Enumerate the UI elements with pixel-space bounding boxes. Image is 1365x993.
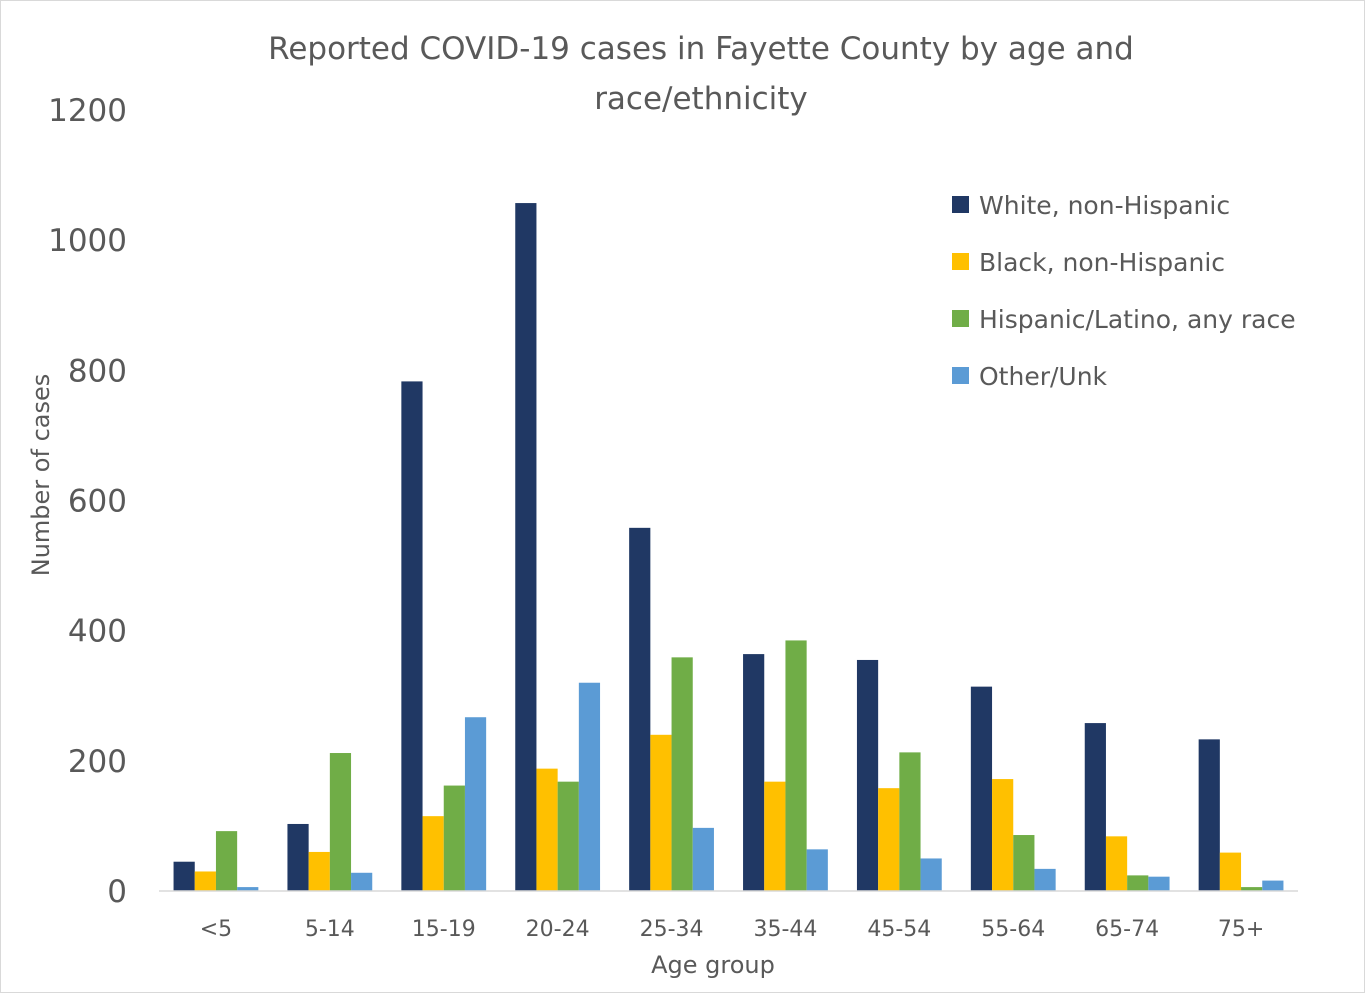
bar	[215, 831, 238, 891]
y-axis-ticks: 0 200 400 600 800 1000 1200	[48, 93, 127, 910]
y-tick-label: 200	[68, 744, 127, 780]
bar	[536, 768, 558, 891]
bar	[237, 887, 259, 891]
y-axis-title: Number of cases	[27, 374, 55, 576]
bar	[464, 717, 487, 891]
bar	[557, 781, 579, 891]
bar	[351, 872, 373, 891]
bar	[992, 779, 1014, 891]
bar	[764, 781, 786, 891]
y-tick-label: 1200	[48, 93, 127, 129]
legend-swatch	[952, 367, 969, 384]
bar	[1034, 868, 1056, 891]
bar	[287, 823, 309, 891]
x-axis-ticks: <5 5-14 15-19 20-24 25-34 35-44 45-54 55-64 65-7…	[200, 917, 1265, 942]
bar	[308, 851, 330, 891]
x-tick-label: 35-44	[753, 917, 817, 942]
x-tick-label: 65-74	[1095, 917, 1159, 942]
x-tick-label: <5	[200, 917, 232, 942]
bar	[1198, 739, 1220, 891]
bar	[650, 734, 672, 891]
bar	[671, 657, 693, 891]
y-tick-label: 800	[68, 353, 127, 389]
bar	[692, 827, 714, 891]
legend-swatch	[952, 310, 969, 327]
x-tick-label: 15-19	[412, 917, 476, 942]
bar	[443, 785, 465, 891]
legend-swatch	[952, 253, 969, 270]
bar	[878, 788, 900, 891]
x-tick-label: 5-14	[305, 917, 355, 942]
x-tick-label: 20-24	[526, 917, 590, 942]
bar	[899, 752, 921, 891]
bar	[173, 861, 195, 891]
y-tick-label: 600	[68, 484, 127, 520]
bar	[1241, 887, 1263, 891]
x-tick-label: 25-34	[640, 917, 704, 942]
bar	[1148, 876, 1170, 891]
bar	[401, 381, 423, 891]
chart-title-line-2: race/ethnicity	[594, 81, 808, 117]
x-axis-title: Age group	[651, 951, 775, 979]
bar	[422, 816, 444, 891]
bar	[1127, 875, 1149, 891]
x-tick-label: 75+	[1218, 917, 1264, 942]
bar	[578, 682, 601, 891]
bar	[1219, 852, 1242, 891]
y-tick-label: 1000	[48, 223, 127, 259]
x-tick-label: 55-64	[981, 917, 1045, 942]
legend-label: Black, non-Hispanic	[979, 248, 1225, 277]
bar	[515, 203, 537, 892]
bar	[806, 849, 828, 891]
bar	[856, 659, 879, 891]
legend: White, non-Hispanic Black, non-Hispanic Hi…	[952, 191, 1296, 391]
legend-label: Other/Unk	[979, 362, 1108, 391]
bar	[1013, 835, 1035, 891]
bar	[329, 753, 352, 891]
bar	[1262, 880, 1284, 891]
bar-group	[173, 203, 1284, 892]
x-tick-label: 45-54	[867, 917, 931, 942]
y-tick-label: 0	[107, 874, 127, 910]
bar	[629, 527, 651, 891]
bar	[920, 858, 942, 891]
legend-label: White, non-Hispanic	[979, 191, 1230, 220]
bar	[194, 871, 216, 891]
legend-swatch	[952, 196, 969, 213]
bar	[1105, 836, 1128, 891]
bar	[743, 654, 765, 891]
y-tick-label: 400	[68, 614, 127, 650]
bar	[1084, 723, 1106, 891]
legend-label: Hispanic/Latino, any race	[979, 305, 1296, 334]
bar	[785, 640, 807, 891]
bar	[970, 686, 993, 891]
chart-title-line-1: Reported COVID-19 cases in Fayette Count…	[268, 31, 1134, 67]
